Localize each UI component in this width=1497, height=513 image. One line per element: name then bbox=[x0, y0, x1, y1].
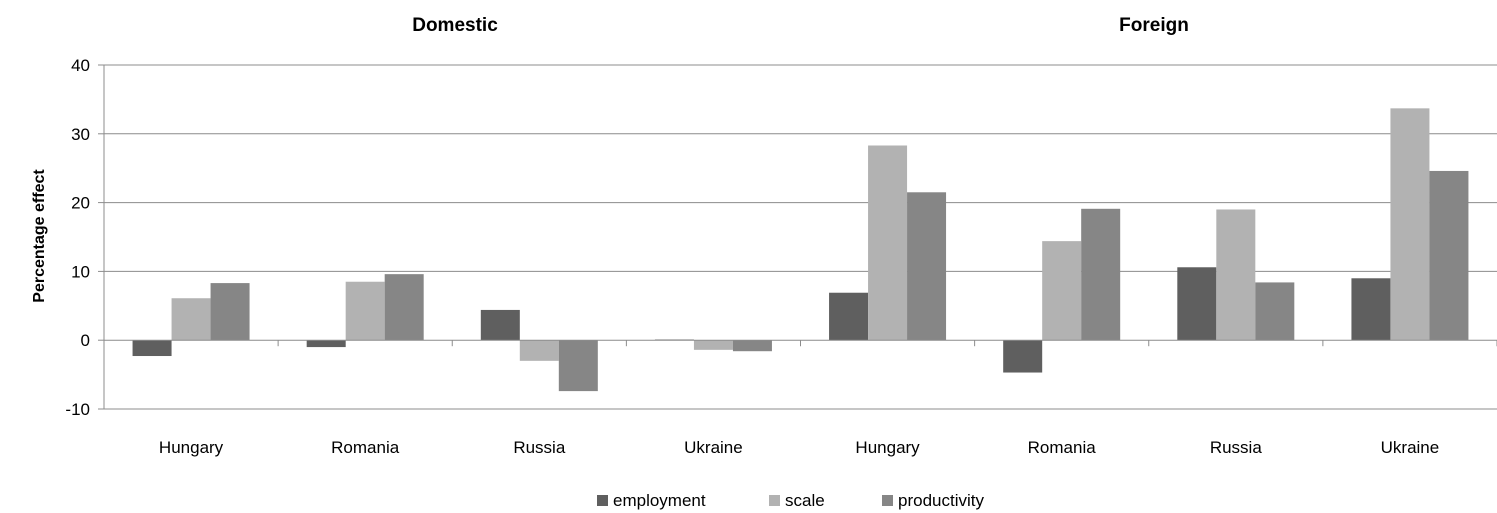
legend: employment scale productivity bbox=[597, 491, 984, 510]
category-label: Hungary bbox=[855, 438, 920, 457]
y-axis-label: Percentage effect bbox=[31, 169, 48, 303]
y-tick-label: 10 bbox=[71, 262, 90, 281]
bar-employment bbox=[1351, 278, 1391, 341]
y-tick-label: 0 bbox=[81, 331, 90, 350]
category-label: Russia bbox=[1210, 438, 1263, 457]
category-label: Hungary bbox=[159, 438, 224, 457]
bar-productivity bbox=[1429, 170, 1469, 341]
category-label: Romania bbox=[1028, 438, 1097, 457]
legend-swatch-productivity bbox=[882, 495, 893, 506]
bar-scale bbox=[693, 340, 733, 350]
legend-label-scale: scale bbox=[785, 491, 825, 510]
legend-swatch-scale bbox=[769, 495, 780, 506]
category-label: Ukraine bbox=[684, 438, 743, 457]
category-label: Romania bbox=[331, 438, 400, 457]
group-title-foreign: Foreign bbox=[1119, 15, 1189, 36]
gridlines bbox=[104, 64, 1497, 410]
bar-employment bbox=[1177, 267, 1217, 341]
bar-employment bbox=[1003, 340, 1043, 373]
bar-scale bbox=[868, 145, 908, 341]
bar-productivity bbox=[210, 283, 250, 341]
bar-scale bbox=[345, 281, 385, 341]
bar-scale bbox=[1216, 209, 1256, 341]
bar-productivity bbox=[384, 274, 424, 341]
bar-scale bbox=[519, 340, 559, 361]
bars bbox=[132, 108, 1469, 392]
bar-productivity bbox=[732, 340, 772, 352]
y-tick-label: 40 bbox=[71, 56, 90, 75]
legend-label-productivity: productivity bbox=[898, 491, 984, 510]
category-label: Ukraine bbox=[1381, 438, 1440, 457]
category-label: Russia bbox=[513, 438, 566, 457]
bar-employment bbox=[480, 309, 520, 341]
bar-scale bbox=[1390, 108, 1430, 341]
legend-swatch-employment bbox=[597, 495, 608, 506]
bar-employment bbox=[132, 340, 172, 357]
legend-label-employment: employment bbox=[613, 491, 706, 510]
bar-productivity bbox=[907, 192, 947, 341]
group-title-domestic: Domestic bbox=[412, 15, 498, 36]
bar-productivity bbox=[558, 340, 598, 392]
bar-productivity bbox=[1255, 282, 1295, 341]
y-tick-labels: -10 0 10 20 30 40 bbox=[65, 56, 90, 419]
bar-scale bbox=[171, 298, 211, 341]
y-tick-label: 20 bbox=[71, 194, 90, 213]
y-tick-label: -10 bbox=[65, 400, 90, 419]
bar-employment bbox=[306, 340, 346, 348]
bar-employment bbox=[829, 292, 869, 341]
category-labels: Hungary Romania Russia Ukraine Hungary Romani… bbox=[159, 438, 1439, 457]
bar-productivity bbox=[1081, 208, 1121, 341]
y-tick-label: 30 bbox=[71, 125, 90, 144]
x-axis bbox=[98, 64, 1497, 410]
bar-scale bbox=[1042, 241, 1082, 341]
